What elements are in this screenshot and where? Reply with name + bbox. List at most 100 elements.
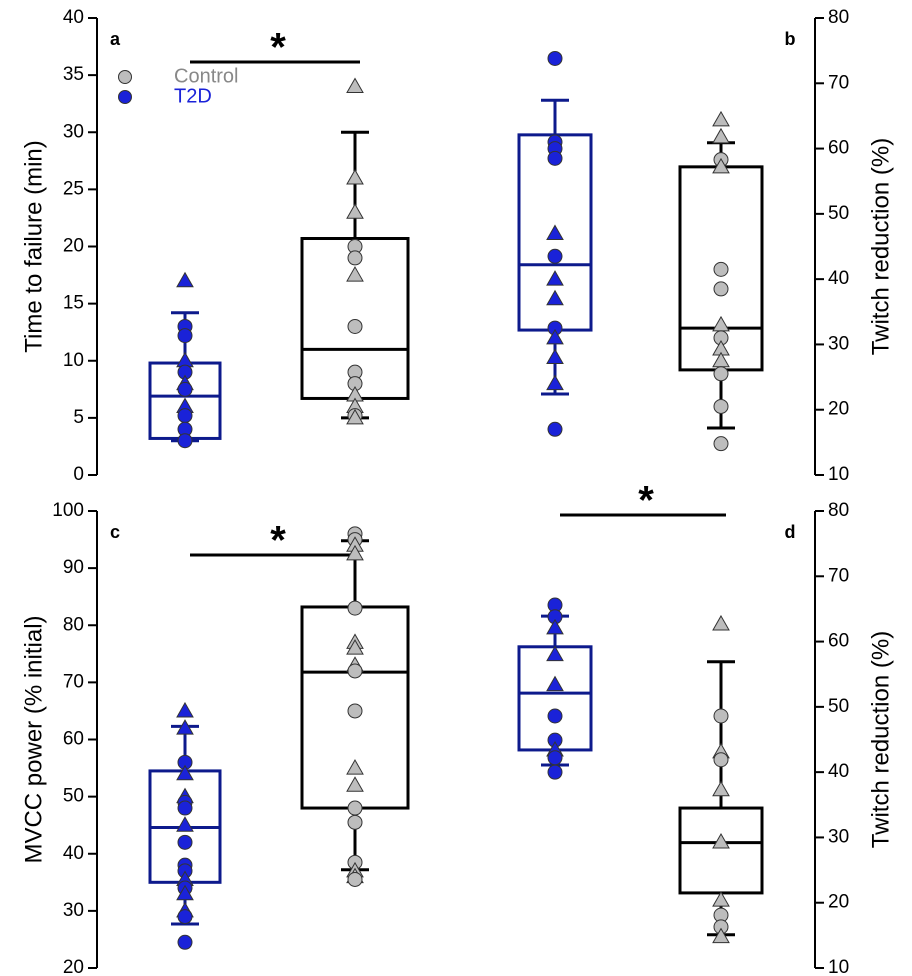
- y-tick-label: 40: [828, 268, 849, 289]
- point: [547, 764, 563, 780]
- point: [177, 909, 193, 925]
- point: [712, 927, 730, 944]
- point: [712, 832, 730, 849]
- point: [546, 675, 564, 692]
- point: [547, 50, 563, 66]
- point: [546, 645, 564, 662]
- legend-marker: [118, 70, 132, 84]
- y-tick-label: 80: [828, 7, 849, 28]
- y-axis-label: Twitch reduction (%): [867, 138, 894, 355]
- y-tick-label: 70: [828, 72, 849, 93]
- y-tick-label: 30: [828, 333, 849, 354]
- panel-label: a: [110, 29, 121, 49]
- point: [346, 77, 364, 94]
- point: [712, 157, 730, 174]
- y-tick-label: 20: [63, 957, 84, 976]
- y-tick-label: 60: [828, 631, 849, 652]
- y-tick-label: 15: [63, 293, 84, 314]
- y-tick-label: 30: [828, 826, 849, 847]
- y-tick-label: 60: [63, 729, 84, 750]
- point: [347, 600, 363, 616]
- significance-mark: *: [270, 26, 286, 70]
- point: [346, 639, 364, 655]
- point: [546, 328, 564, 345]
- point: [346, 544, 364, 561]
- point: [347, 318, 363, 334]
- y-axis-label: Twitch reduction (%): [867, 631, 894, 848]
- point: [347, 871, 363, 887]
- y-tick-label: 50: [828, 203, 849, 224]
- legend-label: T2D: [174, 85, 212, 107]
- y-tick-label: 90: [63, 557, 84, 578]
- legend-label: Control: [174, 65, 238, 87]
- panel-label: c: [110, 522, 120, 542]
- point: [176, 884, 194, 901]
- point: [346, 266, 364, 282]
- y-tick-label: 50: [63, 786, 84, 807]
- y-tick-label: 60: [828, 138, 849, 159]
- point: [713, 366, 729, 382]
- y-tick-label: 30: [63, 121, 84, 142]
- y-tick-label: 70: [63, 671, 84, 692]
- y-tick-label: 10: [828, 464, 849, 485]
- significance-mark: *: [638, 479, 654, 523]
- point: [177, 934, 193, 950]
- point: [177, 800, 193, 816]
- legend-marker: [118, 90, 132, 104]
- y-axis-label: Time to failure (min): [20, 140, 47, 352]
- point: [347, 800, 363, 816]
- point: [712, 110, 730, 127]
- y-tick-label: 35: [63, 64, 84, 85]
- point: [713, 281, 729, 297]
- point: [712, 127, 730, 144]
- y-tick-label: 20: [828, 399, 849, 420]
- point: [546, 270, 564, 286]
- box: [678, 806, 764, 895]
- point: [176, 351, 194, 368]
- point: [347, 703, 363, 719]
- point: [547, 248, 563, 264]
- y-axis-label: MVCC power (% initial): [20, 615, 47, 863]
- panel-label: d: [785, 522, 796, 542]
- y-tick-label: 40: [828, 761, 849, 782]
- y-tick-label: 40: [63, 843, 84, 864]
- panel-label: b: [785, 29, 796, 49]
- point: [347, 814, 363, 830]
- y-tick-label: 25: [63, 178, 84, 199]
- point: [346, 408, 364, 425]
- point: [546, 224, 564, 240]
- point: [177, 328, 193, 344]
- point: [713, 752, 729, 768]
- point: [176, 764, 194, 781]
- point: [713, 436, 729, 452]
- point: [546, 289, 564, 306]
- y-tick-label: 5: [73, 407, 84, 428]
- point: [347, 663, 363, 679]
- point: [712, 780, 730, 797]
- y-tick-label: 10: [828, 957, 849, 976]
- point: [346, 168, 364, 185]
- point: [546, 618, 564, 635]
- y-tick-label: 80: [828, 500, 849, 521]
- point: [347, 250, 363, 266]
- y-tick-label: 20: [828, 892, 849, 913]
- y-tick-label: 30: [63, 900, 84, 921]
- point: [177, 408, 193, 424]
- y-tick-label: 40: [63, 7, 84, 28]
- point: [346, 759, 364, 775]
- point: [547, 708, 563, 724]
- point: [546, 374, 564, 391]
- point: [176, 719, 194, 735]
- y-tick-label: 0: [73, 464, 84, 485]
- y-tick-label: 50: [828, 696, 849, 717]
- y-tick-label: 80: [63, 614, 84, 635]
- point: [176, 701, 194, 718]
- point: [713, 398, 729, 414]
- point: [346, 776, 364, 792]
- point: [547, 421, 563, 437]
- point: [712, 614, 730, 631]
- y-tick-label: 20: [63, 236, 84, 257]
- point: [176, 816, 194, 832]
